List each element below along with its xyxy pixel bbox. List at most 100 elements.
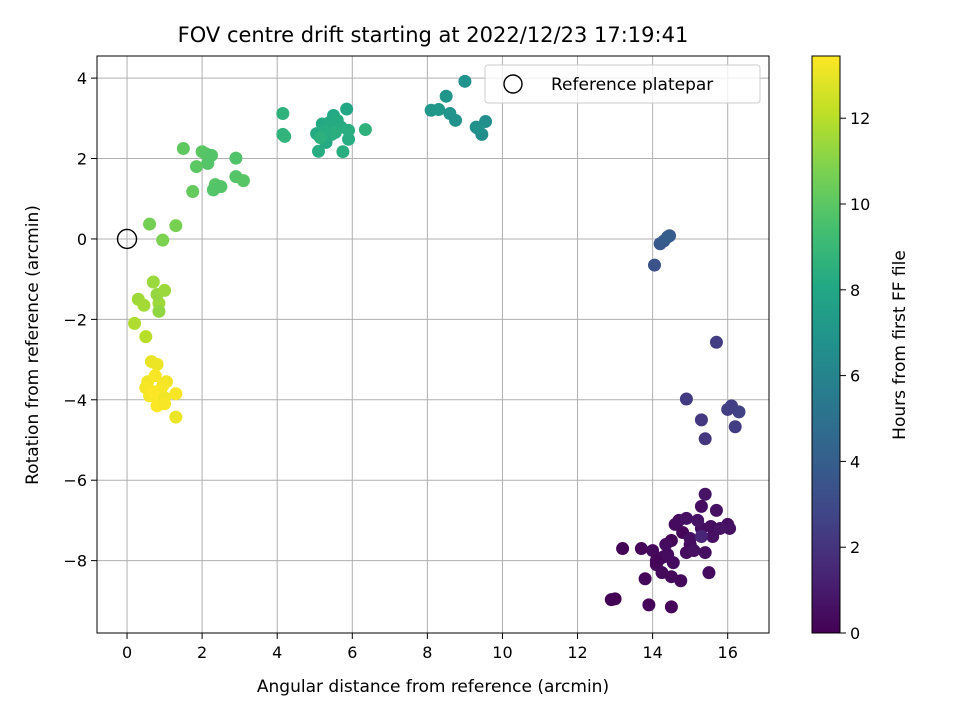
data-point xyxy=(664,600,678,614)
data-point xyxy=(128,316,142,330)
data-point xyxy=(679,392,693,406)
x-tick-label: 16 xyxy=(718,643,738,662)
colorbar-tick-label: 12 xyxy=(850,109,870,128)
x-axis-label: Angular distance from reference (arcmin) xyxy=(257,677,609,697)
data-point xyxy=(713,521,727,535)
data-point xyxy=(169,219,183,233)
plot-frame xyxy=(96,55,770,634)
data-point xyxy=(616,542,630,556)
x-tick-label: 8 xyxy=(422,643,432,662)
data-point xyxy=(336,145,350,159)
data-point xyxy=(694,499,708,513)
x-tick-label: 6 xyxy=(347,643,357,662)
colorbar: 0 2 4 6 8 10 12 Hours from first FF file xyxy=(811,55,910,643)
data-point xyxy=(236,174,250,188)
legend-marker xyxy=(503,74,523,94)
data-point xyxy=(709,503,723,517)
data-point xyxy=(158,283,172,297)
data-point xyxy=(674,574,688,588)
data-point xyxy=(604,593,618,607)
data-point xyxy=(647,258,661,272)
data-point xyxy=(698,487,712,501)
y-tick-label: −2 xyxy=(63,310,87,329)
data-point xyxy=(659,538,673,552)
data-point xyxy=(683,532,697,546)
colorbar-gradient xyxy=(811,55,841,634)
data-point xyxy=(358,123,372,137)
colorbar-ticks: 0 2 4 6 8 10 12 xyxy=(840,109,870,643)
data-point xyxy=(432,102,446,116)
y-tick-label: −4 xyxy=(63,391,87,410)
data-point xyxy=(313,131,327,145)
data-point xyxy=(655,566,669,580)
data-point xyxy=(169,387,183,401)
data-point xyxy=(342,132,356,146)
data-point xyxy=(728,420,742,434)
data-point xyxy=(702,566,716,580)
data-point xyxy=(638,572,652,586)
data-point xyxy=(642,598,656,612)
colorbar-tick-label: 10 xyxy=(850,195,870,214)
data-point xyxy=(449,113,463,127)
y-tick-label: 4 xyxy=(77,69,87,88)
data-point xyxy=(156,379,170,393)
data-point xyxy=(152,304,166,318)
reference-point xyxy=(116,228,138,250)
data-point xyxy=(679,511,693,525)
data-point xyxy=(186,185,200,199)
data-points xyxy=(128,74,746,614)
x-axis-ticks: 0 2 4 6 8 10 12 14 16 xyxy=(122,633,738,662)
x-tick-label: 12 xyxy=(567,643,587,662)
data-point xyxy=(330,113,344,127)
data-point xyxy=(311,144,325,158)
data-point xyxy=(139,330,153,344)
y-tick-label: 2 xyxy=(77,150,87,169)
data-point xyxy=(698,546,712,560)
y-axis-ticks: 4 2 0 −2 −4 −6 −8 xyxy=(63,69,97,571)
data-point xyxy=(694,529,708,543)
data-point xyxy=(146,385,160,399)
data-point xyxy=(471,121,485,135)
data-point xyxy=(229,151,243,165)
colorbar-tick-label: 0 xyxy=(850,624,860,643)
data-point xyxy=(666,556,680,570)
data-point xyxy=(158,397,172,411)
data-point xyxy=(698,432,712,446)
x-tick-label: 4 xyxy=(272,643,282,662)
legend-box xyxy=(484,64,761,104)
x-tick-label: 2 xyxy=(197,643,207,662)
data-point xyxy=(691,513,705,527)
data-point xyxy=(146,275,160,289)
data-point xyxy=(148,369,162,383)
data-point xyxy=(663,229,677,243)
data-point xyxy=(206,183,220,197)
data-point xyxy=(328,125,342,139)
colorbar-tick-label: 4 xyxy=(850,452,860,471)
data-point xyxy=(649,554,663,568)
data-point xyxy=(439,89,453,103)
x-tick-label: 10 xyxy=(492,643,512,662)
data-point xyxy=(150,357,164,371)
data-point xyxy=(458,74,472,88)
colorbar-tick-label: 2 xyxy=(850,538,860,557)
data-point xyxy=(137,298,151,312)
data-point xyxy=(634,542,648,556)
y-tick-label: −8 xyxy=(63,552,87,571)
legend-label: Reference platepar xyxy=(551,75,713,95)
data-point xyxy=(646,544,660,558)
data-point xyxy=(694,413,708,427)
x-tick-label: 0 xyxy=(122,643,132,662)
data-point xyxy=(276,106,290,120)
data-point xyxy=(156,233,170,247)
data-point xyxy=(668,517,682,531)
data-point xyxy=(278,129,292,143)
colorbar-label: Hours from first FF file xyxy=(890,250,910,440)
data-point xyxy=(723,521,737,535)
reference-marker xyxy=(116,228,138,250)
data-point xyxy=(176,141,190,155)
data-point xyxy=(169,410,183,424)
data-point xyxy=(189,160,203,174)
y-tick-label: 0 xyxy=(77,230,87,249)
data-point xyxy=(201,156,215,170)
